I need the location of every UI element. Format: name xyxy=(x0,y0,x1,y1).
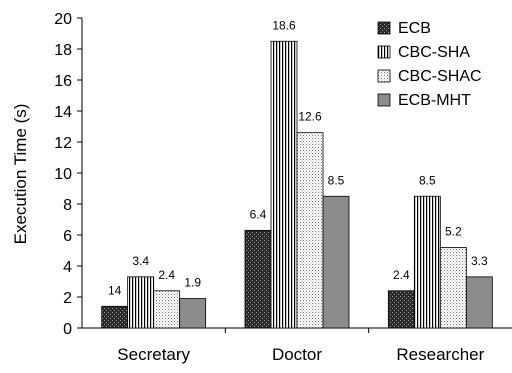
bar xyxy=(179,298,207,329)
x-category-label: Researcher xyxy=(396,345,484,364)
legend-label: ECB-MHT xyxy=(398,92,471,109)
x-axis: Secretary Doctor Researcher xyxy=(82,327,512,364)
y-tick-label: 8 xyxy=(63,197,72,214)
data-label: 8.5 xyxy=(328,173,345,187)
y-tick-label: 2 xyxy=(63,290,72,307)
bar xyxy=(270,40,298,329)
legend: ECB CBC-SHA CBC-SHAC ECB-MHT xyxy=(377,20,482,109)
legend-label: ECB xyxy=(398,20,431,37)
x-category-label: Doctor xyxy=(272,345,322,364)
legend-swatch xyxy=(377,45,391,59)
bar xyxy=(153,290,181,329)
bar xyxy=(296,132,324,329)
y-tick-label: 4 xyxy=(63,259,72,276)
legend-label: CBC-SHAC xyxy=(398,68,482,85)
y-axis: 0 2 4 6 8 10 12 14 16 18 20 xyxy=(54,11,83,338)
y-tick-label: 0 xyxy=(63,321,72,338)
bar xyxy=(244,229,272,329)
bar xyxy=(322,195,350,329)
y-axis-title: Execution Time (s) xyxy=(11,104,30,245)
data-label: 2.4 xyxy=(393,268,410,282)
data-labels: 14 3.4 2.4 1.9 6.4 18.6 12.6 8.5 2.4 8.5 5.2 3.3 xyxy=(108,18,488,297)
bars xyxy=(101,40,493,329)
legend-swatch xyxy=(377,69,391,83)
data-label: 18.6 xyxy=(272,18,296,32)
legend-label: CBC-SHA xyxy=(398,44,470,61)
data-label: 2.4 xyxy=(158,268,175,282)
y-tick-label: 14 xyxy=(54,104,72,121)
y-tick-label: 10 xyxy=(54,166,72,183)
data-label: 8.5 xyxy=(419,173,436,187)
data-label: 6.4 xyxy=(250,207,267,221)
y-tick-label: 20 xyxy=(54,11,72,28)
bar xyxy=(127,276,155,329)
data-label: 14 xyxy=(108,283,122,297)
data-label: 3.4 xyxy=(132,254,149,268)
data-label: 12.6 xyxy=(298,110,322,124)
data-label: 1.9 xyxy=(184,276,201,290)
legend-swatch xyxy=(377,21,391,35)
bar xyxy=(439,246,467,329)
bar xyxy=(413,195,441,329)
y-tick-label: 18 xyxy=(54,42,72,59)
data-label: 3.3 xyxy=(471,254,488,268)
legend-swatch xyxy=(377,93,391,107)
data-label: 5.2 xyxy=(445,224,462,238)
y-tick-label: 16 xyxy=(54,73,72,90)
bar xyxy=(465,276,493,329)
bar xyxy=(387,290,415,329)
y-tick-label: 6 xyxy=(63,228,72,245)
y-tick-label: 12 xyxy=(54,135,72,152)
x-category-label: Secretary xyxy=(117,345,190,364)
bar xyxy=(101,305,129,329)
